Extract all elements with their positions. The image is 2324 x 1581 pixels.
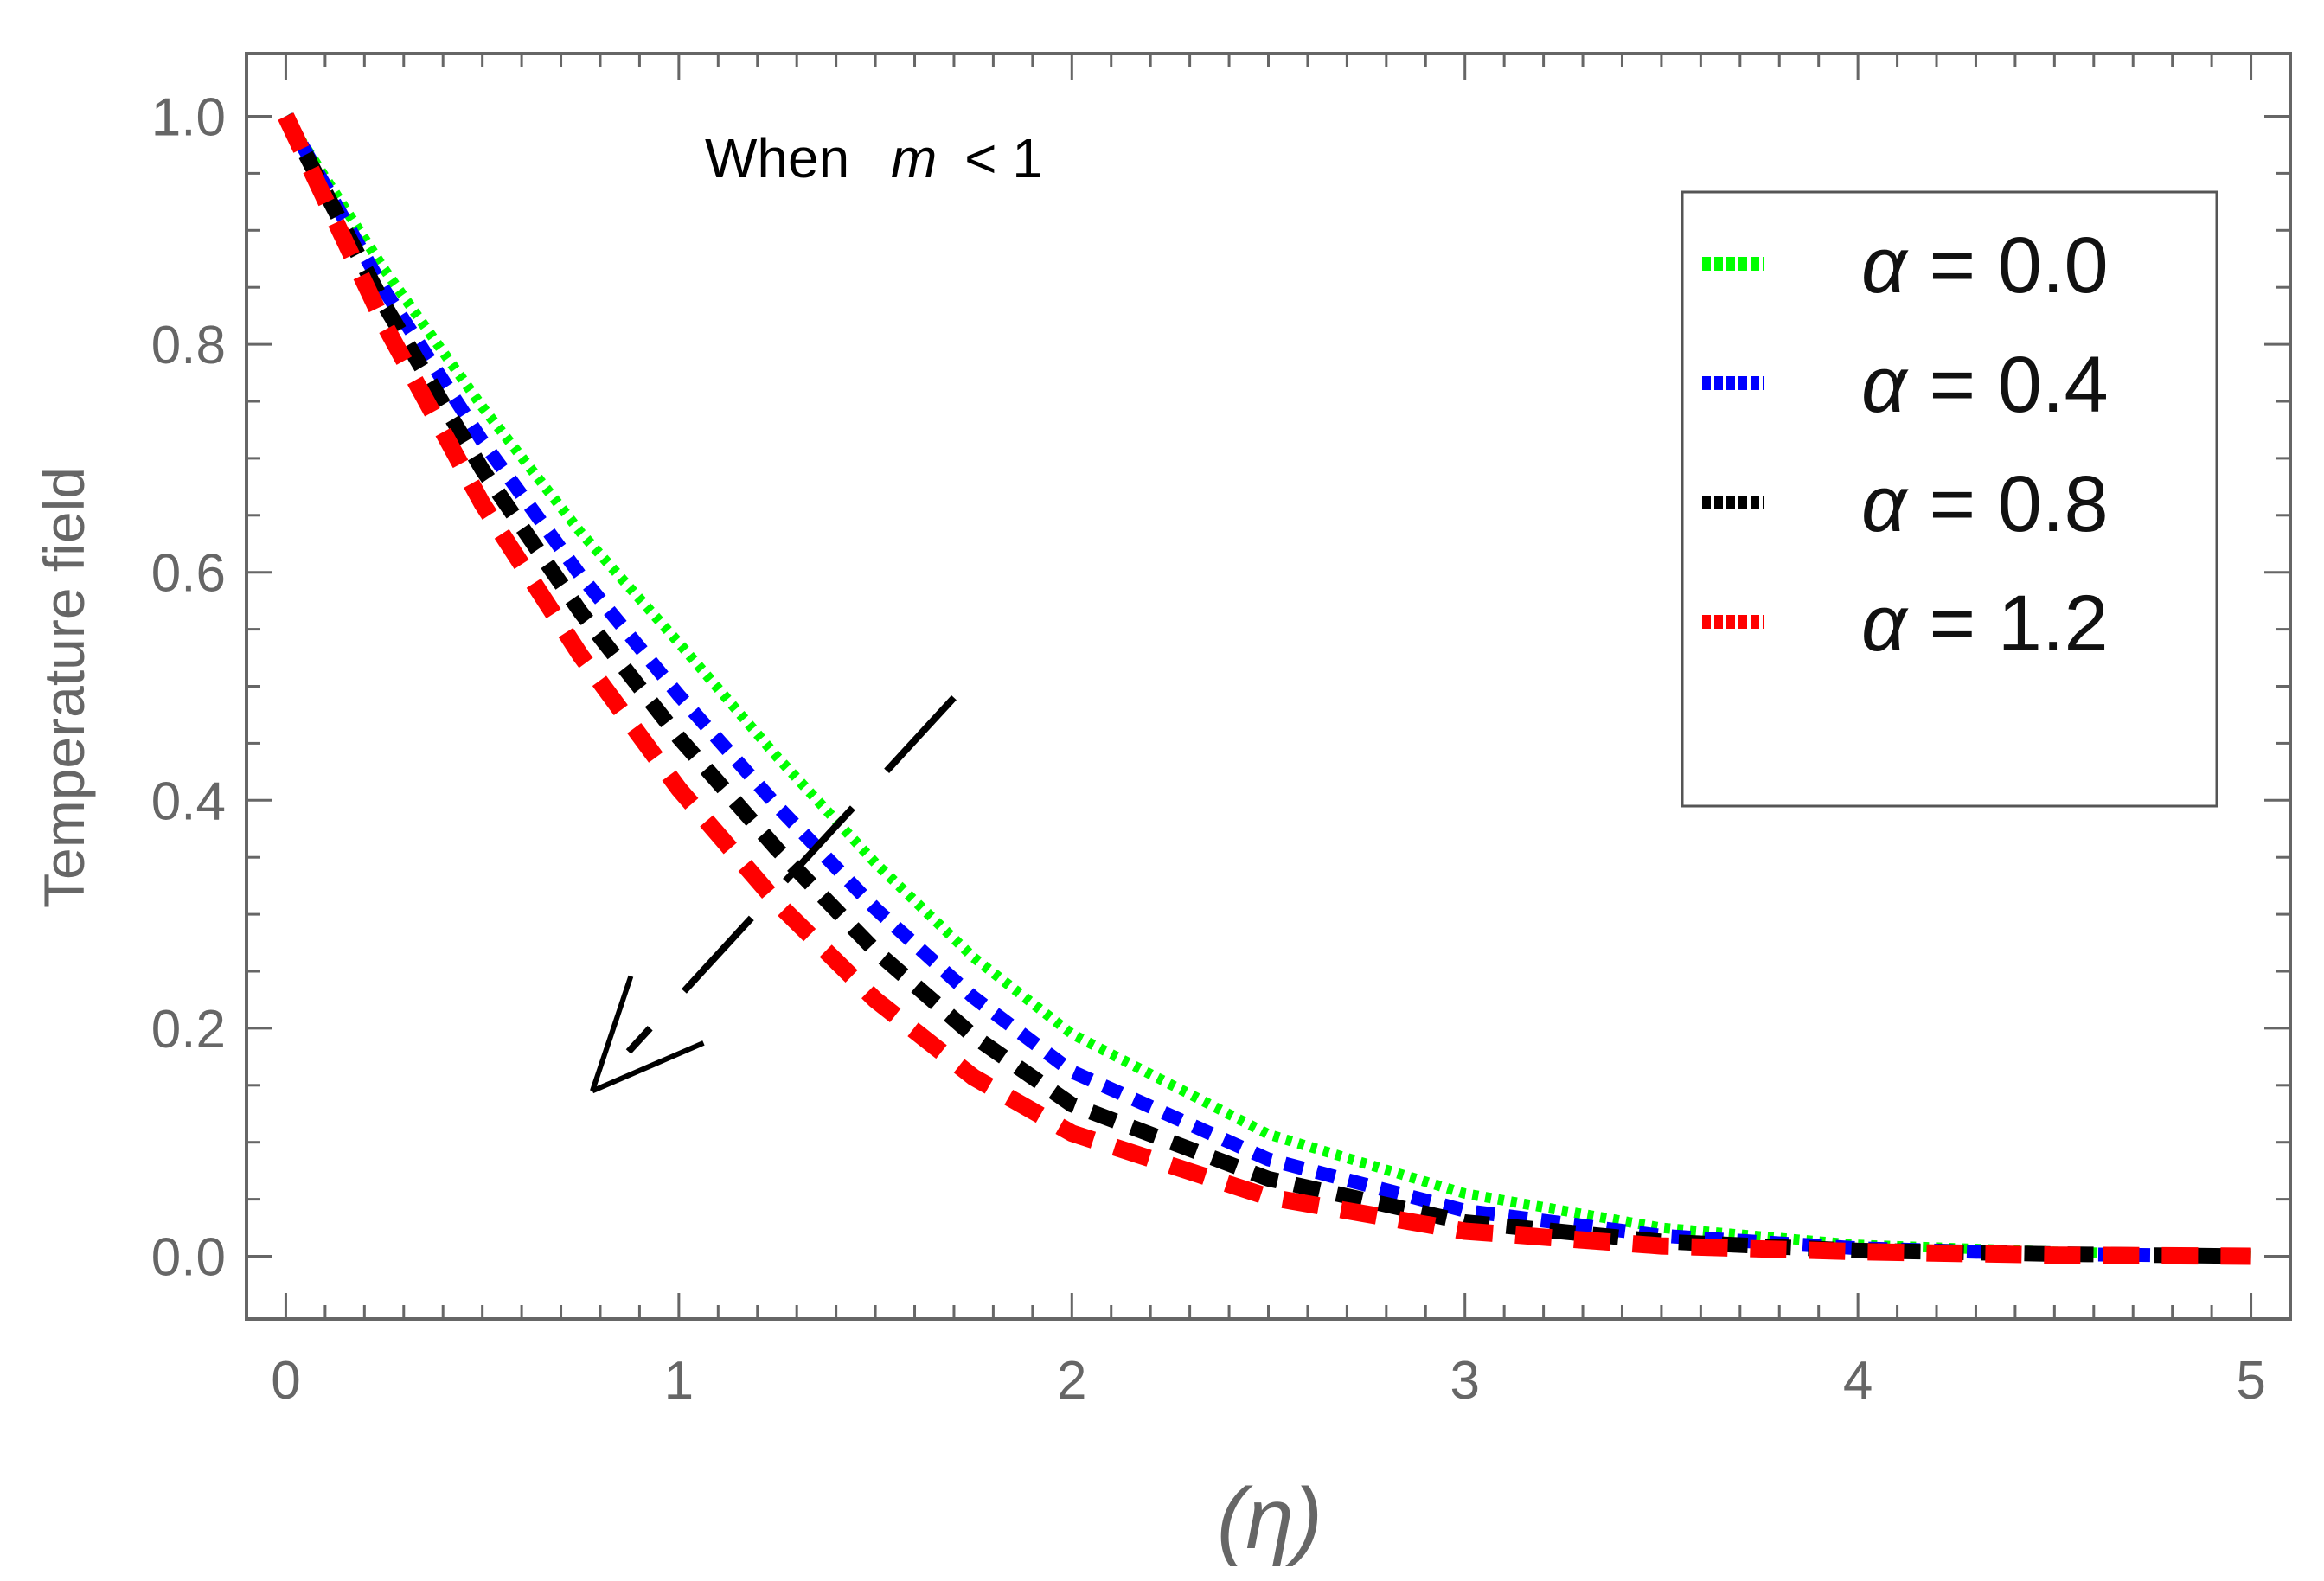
y-tick-label: 0.6 — [151, 544, 226, 604]
trend-arrow-shaft — [625, 694, 957, 1054]
legend: α = 0.0α = 0.4α = 0.8α = 1.2 — [1681, 190, 2218, 808]
annotation-prefix: When — [705, 127, 849, 189]
legend-value: = 0.4 — [1929, 341, 2108, 429]
trend-arrow-head-right — [590, 975, 634, 1092]
trend-arrow-head-left — [591, 1040, 705, 1094]
legend-label-4: α = 1.2 — [1861, 579, 2109, 668]
x-tick-label: 4 — [1843, 1351, 1873, 1411]
x-tick-label: 1 — [664, 1351, 694, 1411]
series-line-1 — [281, 113, 2251, 1262]
legend-symbol: α — [1861, 460, 1909, 548]
y-tick-label: 1.0 — [151, 87, 226, 147]
legend-label-2: α = 0.4 — [1861, 341, 2109, 429]
legend-symbol: α — [1861, 221, 1909, 310]
x-tick-label: 2 — [1057, 1351, 1086, 1411]
x-tick-label: 3 — [1450, 1351, 1479, 1411]
y-tick-label: 0.4 — [151, 771, 226, 831]
annotation-symbol: m — [891, 127, 937, 189]
legend-label-1: α = 0.0 — [1861, 221, 2109, 310]
trend-arrow — [590, 694, 957, 1094]
axis-ticks: 0 1 2 3 4 5 0.0 0.2 0.4 0.6 0.8 1.0 — [151, 54, 2290, 1411]
y-tick-label: 0.2 — [151, 1000, 226, 1059]
series-line-4 — [278, 112, 2251, 1265]
legend-symbol: α — [1861, 341, 1909, 429]
x-tick-label: 5 — [2236, 1351, 2265, 1411]
x-axis-title: (η) — [1217, 1470, 1322, 1567]
y-tick-label: 0.8 — [151, 316, 226, 375]
annotation-text: When m < 1 — [705, 127, 1043, 189]
legend-box — [1681, 190, 2218, 808]
legend-value: = 1.2 — [1929, 579, 2108, 668]
legend-label-3: α = 0.8 — [1861, 460, 2109, 548]
annotation-relation: < 1 — [964, 127, 1043, 189]
y-axis-title: Temperature field — [32, 467, 96, 908]
series-lines — [278, 112, 2251, 1265]
series-line-2 — [279, 112, 2251, 1264]
legend-value: = 0.0 — [1929, 221, 2108, 310]
legend-value: = 0.8 — [1929, 460, 2108, 548]
x-tick-label: 0 — [271, 1351, 300, 1411]
legend-items: α = 0.0α = 0.4α = 0.8α = 1.2 — [1702, 221, 2109, 668]
y-tick-label: 0.0 — [151, 1228, 226, 1288]
legend-symbol: α — [1861, 579, 1909, 668]
